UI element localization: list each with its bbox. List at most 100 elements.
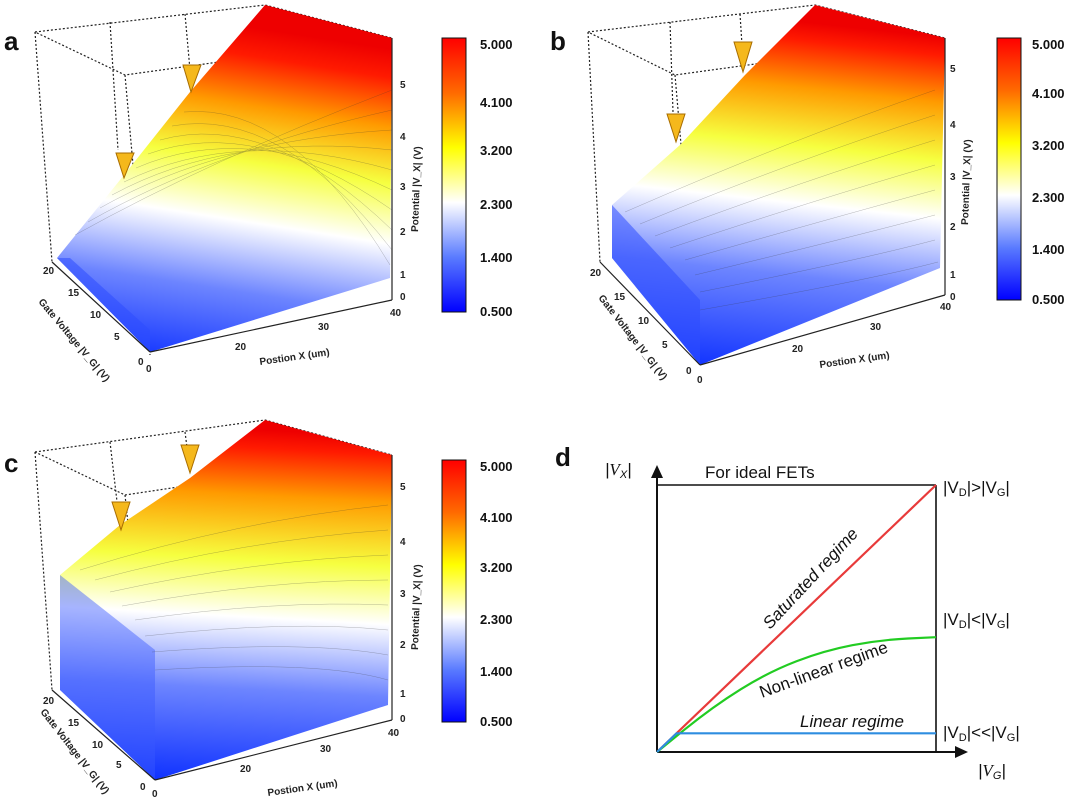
axis-ticks: 0 1 2 3 4 5 0 20 30 40 20 15 10 5 0 [590, 64, 956, 386]
y-tick: 20 [43, 266, 55, 277]
x-tick: 0 [697, 375, 703, 386]
d-axes [656, 472, 960, 753]
z-tick: 2 [950, 222, 956, 233]
surface-contours [624, 89, 939, 311]
y-tick: 0 [138, 357, 144, 368]
panel-label-b: b [550, 26, 566, 56]
arrow-icon-right [733, 41, 753, 74]
y-tick: 10 [638, 316, 650, 327]
colorbar-tick: 1.400 [480, 664, 513, 679]
panel-label-c: c [4, 448, 18, 478]
y-tick: 5 [662, 340, 668, 351]
z-axis-label: Potential |V_X| (V) [960, 139, 974, 225]
box-axes [599, 38, 946, 366]
surface-front [57, 258, 150, 352]
colorbar: 5.000 4.100 3.200 2.300 1.400 0.500 [441, 37, 513, 319]
surface-contours [79, 504, 389, 681]
y-tick: 20 [590, 268, 602, 279]
surface [612, 5, 945, 365]
x-tick: 20 [792, 344, 804, 355]
z-tick: 5 [400, 482, 406, 493]
colorbar-tick: 5.000 [1032, 37, 1065, 52]
colorbar-tick: 3.200 [480, 143, 513, 158]
surface [57, 5, 392, 352]
colorbar: 5.000 4.100 3.200 2.300 1.400 0.500 [996, 37, 1065, 307]
z-tick: 1 [400, 689, 406, 700]
y-tick: 0 [140, 782, 146, 793]
z-tick: 5 [950, 64, 956, 75]
z-tick: 0 [950, 292, 956, 303]
colorbar-gradient [996, 37, 1022, 301]
z-axis-label: Potential |V_X| (V) [410, 146, 424, 232]
d-x-axis-label: |VG| [978, 761, 1006, 782]
colorbar-tick: 0.500 [480, 304, 513, 319]
surface [60, 420, 392, 780]
x-axis-arrow-icon [955, 746, 968, 758]
z-tick: 4 [400, 132, 406, 143]
y-tick: 15 [68, 718, 80, 729]
panel-label-d: d [555, 442, 571, 472]
arrow-icon-right [180, 444, 200, 475]
axis-ticks: 0 1 2 3 4 5 0 20 30 40 20 15 10 5 0 [43, 482, 406, 800]
x-tick: 20 [240, 764, 252, 775]
colorbar-tick: 4.100 [480, 95, 513, 110]
x-tick: 40 [388, 728, 400, 739]
z-tick: 2 [400, 640, 406, 651]
x-tick: 30 [320, 744, 332, 755]
d-y-axis-label: |VX| [605, 460, 632, 481]
series-saturated-line [656, 484, 937, 753]
x-tick: 40 [940, 302, 952, 313]
y-tick: 10 [92, 740, 104, 751]
z-tick: 3 [400, 589, 406, 600]
z-tick: 3 [400, 182, 406, 193]
colorbar-tick: 1.400 [480, 250, 513, 265]
x-tick: 0 [146, 364, 152, 375]
z-tick: 2 [400, 227, 406, 238]
y-tick: 15 [68, 288, 80, 299]
z-tick: 1 [950, 270, 956, 281]
colorbar-tick: 0.500 [1032, 292, 1065, 307]
colorbar-tick: 3.200 [1032, 138, 1065, 153]
series-right-label-nonlinear: |VD|<|VG| [943, 610, 1010, 631]
surface-front [612, 205, 700, 365]
y-tick: 20 [43, 696, 55, 707]
x-tick: 30 [870, 322, 882, 333]
colorbar: 5.000 4.100 3.200 2.300 1.400 0.500 [441, 459, 513, 729]
colorbar-tick: 0.500 [480, 714, 513, 729]
z-axis-label: Potential |V_X| (V) [410, 564, 424, 650]
series-right-label-saturated: |VD|>|VG| [943, 478, 1010, 499]
z-tick: 5 [400, 80, 406, 91]
y-tick: 5 [116, 760, 122, 771]
panel-a: a 1 2 [4, 4, 513, 384]
x-tick: 0 [152, 789, 158, 800]
y-axis-arrow-icon [651, 465, 663, 478]
arrow-icon-left [111, 501, 131, 532]
colorbar-tick: 4.100 [480, 510, 513, 525]
z-tick: 4 [950, 120, 956, 131]
y-tick: 0 [686, 366, 692, 377]
series-right-label-linear: |VD|<<|VG| [943, 723, 1020, 744]
box-axes [51, 38, 393, 353]
panel-b: b 0 1 2 3 [550, 4, 1065, 386]
axis-ticks: 1 2 3 4 5 0 0 20 30 40 20 15 10 5 0 [43, 80, 406, 375]
series-label-linear: Linear regime [800, 712, 904, 731]
colorbar-gradient [441, 37, 467, 313]
z-tick: 3 [950, 172, 956, 183]
colorbar-tick: 5.000 [480, 459, 513, 474]
z-tick: 1 [400, 270, 406, 281]
d-plot-area [656, 484, 937, 753]
x-axis-label: Postion X (um) [819, 350, 890, 371]
series-nonlinear-line [656, 636, 937, 753]
z-tick: 0 [400, 714, 406, 725]
colorbar-tick: 2.300 [480, 197, 513, 212]
x-tick: 30 [318, 322, 330, 333]
box-axes [51, 455, 393, 781]
z-tick: 0 [400, 292, 406, 303]
x-tick: 40 [390, 308, 402, 319]
colorbar-tick: 5.000 [480, 37, 513, 52]
x-tick: 20 [235, 342, 247, 353]
arrow-icon-left [666, 113, 686, 144]
series-label-saturated: Saturated regime [759, 524, 862, 632]
z-tick: 4 [400, 537, 406, 548]
